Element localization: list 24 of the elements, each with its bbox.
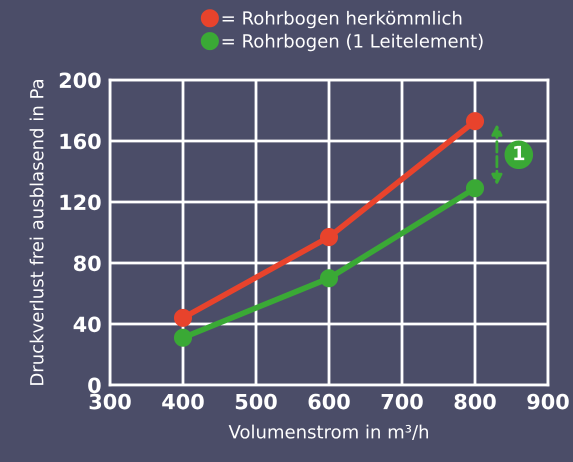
point bbox=[320, 228, 338, 246]
x-axis-title: Volumenstrom in m³/h bbox=[228, 424, 428, 440]
y-tick-label: 80 bbox=[74, 255, 101, 272]
point bbox=[320, 269, 338, 288]
point bbox=[466, 112, 484, 130]
y-tick-label: 120 bbox=[60, 194, 101, 210]
y-axis-title: Druckverlust frei ausblasend in Pa bbox=[30, 80, 44, 385]
annotation: 1 bbox=[514, 146, 524, 160]
x-tick-label: 600 bbox=[308, 394, 350, 410]
legend-label: = Rohrbogen (1 Leitelement) bbox=[222, 34, 483, 52]
x-tick-label: 800 bbox=[454, 394, 496, 410]
x-tick-label: 500 bbox=[236, 394, 277, 410]
x-tick-label: 700 bbox=[382, 394, 423, 410]
y-tick-label: 160 bbox=[60, 133, 101, 150]
legend-label: = Rohrbogen herkömmlich bbox=[222, 10, 462, 28]
y-tick-label: 200 bbox=[60, 72, 101, 88]
x-tick-label: 400 bbox=[162, 394, 204, 410]
y-tick-label: 40 bbox=[74, 316, 101, 332]
x-tick-label: 300 bbox=[90, 394, 131, 410]
x-tick-label: 900 bbox=[527, 394, 569, 410]
point bbox=[466, 179, 484, 198]
y-tick-label: 0 bbox=[88, 377, 101, 394]
point bbox=[174, 308, 192, 327]
point bbox=[174, 328, 192, 347]
